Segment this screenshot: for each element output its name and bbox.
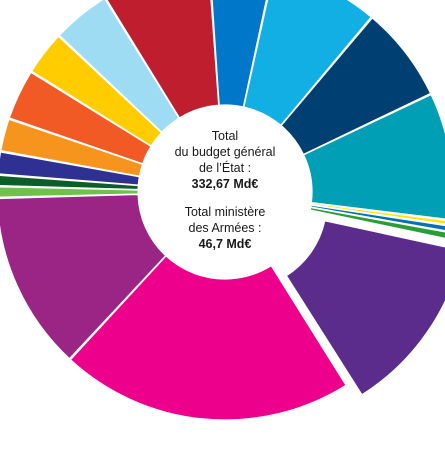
- donut-slice-7: [309, 206, 445, 239]
- donut-slice-15: [8, 71, 152, 165]
- total-budget-line1: Total: [211, 129, 239, 143]
- donut-slice-18: [106, 0, 220, 119]
- armees-value: 46,7 Md€: [198, 237, 252, 251]
- total-budget-value: 332,67 Md€: [191, 177, 259, 191]
- center-gap: [140, 192, 310, 204]
- slices-group: [0, 0, 445, 421]
- donut-slice-3: [280, 17, 432, 156]
- donut-slice-17: [58, 0, 180, 134]
- armees-line2: des Armées :: [188, 221, 262, 235]
- center-label: Total du budget général de l’État : 332,…: [140, 128, 310, 252]
- donut-slice-2: [243, 0, 373, 127]
- donut-slice-8: [285, 220, 445, 396]
- total-budget-line2: du budget général: [174, 145, 276, 159]
- donut-slice-4: [302, 93, 445, 220]
- total-budget-line3: de l’État :: [198, 161, 252, 175]
- donut-slice-1: [211, 0, 267, 108]
- armees-line1: Total ministère: [184, 205, 266, 219]
- donut-slice-9: [69, 255, 347, 421]
- donut-slice-10: [0, 193, 167, 360]
